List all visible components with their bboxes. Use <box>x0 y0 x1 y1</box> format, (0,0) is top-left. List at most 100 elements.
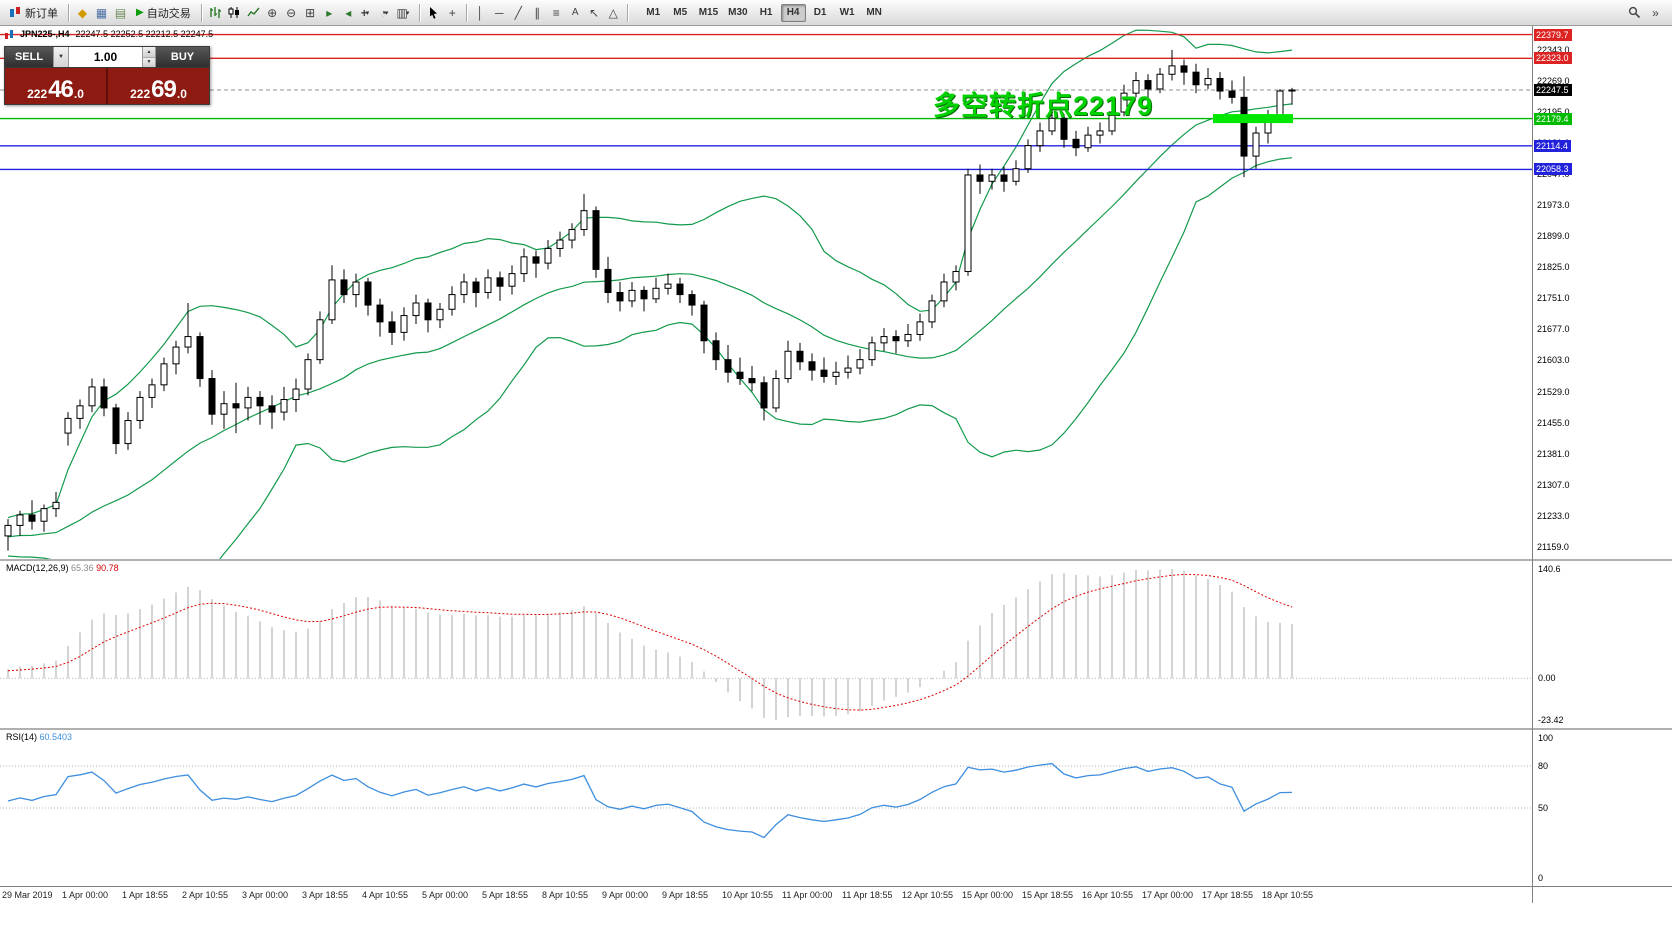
autotrading-button[interactable]: ▶ 自动交易 <box>130 3 197 23</box>
time-axis-label: 17 Apr 18:55 <box>1202 890 1254 900</box>
sell-button[interactable]: SELL <box>5 47 53 67</box>
bar-chart-icon[interactable] <box>206 3 225 23</box>
rsi-axis-label: 100 <box>1538 733 1554 743</box>
separator <box>68 3 69 22</box>
time-axis-label: 15 Apr 00:00 <box>962 890 1014 900</box>
timeframe-m5[interactable]: M5 <box>673 7 688 18</box>
price-axis[interactable]: 22343.022269.022195.022121.022047.021973… <box>1533 26 1672 559</box>
time-axis-label: 1 Apr 18:55 <box>122 890 169 900</box>
timeframe-h4[interactable]: H4 <box>780 3 806 22</box>
macd-axis-max: 140.6 <box>1538 564 1561 574</box>
navigator-icon[interactable]: ▤ <box>114 5 127 20</box>
highlight-bar <box>1213 114 1293 124</box>
price-axis-label: 22269.0 <box>1537 75 1570 86</box>
macd-canvas[interactable] <box>0 561 1532 728</box>
ohlc-values: 22247.5 22252.5 22212.5 22247.5 <box>75 29 214 39</box>
time-axis-label: 3 Apr 00:00 <box>242 890 289 900</box>
time-axis-label: 18 Apr 10:55 <box>1262 890 1314 900</box>
arrow-tool-icon[interactable]: ↖ <box>589 5 600 20</box>
volume-input[interactable] <box>69 47 143 67</box>
price-axis-label: 21307.0 <box>1537 479 1570 490</box>
rsi-panel[interactable]: RSI(14) 60.5403 100 80 50 0 <box>0 728 1672 886</box>
chevron-down-icon: ▾ <box>384 9 389 17</box>
fibonacci-icon[interactable]: ≡ <box>552 5 560 20</box>
new-order-icon <box>10 7 20 17</box>
trendline-icon[interactable]: ╱ <box>514 5 522 20</box>
rsi-line <box>7 762 1293 839</box>
buy-button[interactable]: BUY <box>156 47 209 67</box>
candles <box>4 49 1296 551</box>
line-chart-icon[interactable] <box>244 3 263 23</box>
zoom-in-icon[interactable]: ⊕ <box>267 5 278 20</box>
tile-windows-icon[interactable]: ⊞ <box>305 5 316 20</box>
sell-price[interactable]: 222 46.0 <box>27 76 84 103</box>
time-axis-label: 9 Apr 00:00 <box>602 890 649 900</box>
timeframe-m1[interactable]: M1 <box>646 7 661 18</box>
macd-axis-min: -23.42 <box>1538 715 1564 725</box>
time-axis-label: 9 Apr 18:55 <box>662 890 709 900</box>
autotrading-label: 自动交易 <box>146 7 191 20</box>
text-tool-icon[interactable]: A <box>571 7 579 18</box>
time-axis[interactable]: 29 Mar 2019 1 Apr 00:00 1 Apr 18:55 2 Apr 1… <box>0 886 1672 903</box>
channel-icon[interactable]: ∥ <box>534 5 541 20</box>
chart-shift-icon[interactable]: ◂ <box>345 5 352 20</box>
main-chart-canvas[interactable] <box>0 26 1532 559</box>
main-chart-window[interactable]: JPN225-,H4 22247.5 22252.5 22212.5 22247… <box>0 26 1672 559</box>
crosshair-icon[interactable]: + <box>448 5 456 20</box>
play-icon: ▶ <box>136 7 144 18</box>
cursor-icon[interactable] <box>424 3 443 23</box>
data-window-icon[interactable]: ▦ <box>95 5 108 20</box>
price-axis-label: 21677.0 <box>1537 324 1570 335</box>
templates-button[interactable]: ▥ ▾ <box>396 3 415 23</box>
rsi-level-lines <box>0 765 1532 809</box>
price-axis-label: 21899.0 <box>1537 231 1570 242</box>
chevron-down-icon: ▼ <box>58 54 64 60</box>
horizontal-line-icon[interactable]: ─ <box>494 5 504 20</box>
search-icon[interactable] <box>1625 3 1644 23</box>
price-axis-label: 21455.0 <box>1537 417 1570 428</box>
separator <box>418 3 420 22</box>
rsi-canvas[interactable] <box>0 730 1532 886</box>
time-axis-label: 1 Apr 00:00 <box>62 890 109 900</box>
auto-scroll-icon[interactable]: ▸ <box>326 5 333 20</box>
price-divider <box>106 68 108 104</box>
price-axis-label: 21381.0 <box>1537 448 1570 459</box>
timeframe-w1[interactable]: W1 <box>839 7 855 18</box>
market-watch-icon[interactable]: ◆ <box>77 5 88 20</box>
vertical-line-icon[interactable]: │ <box>476 5 484 20</box>
price-axis-label: 21825.0 <box>1537 262 1570 273</box>
price-axis-tag: 22058.3 <box>1534 163 1572 176</box>
timeframe-m30[interactable]: M30 <box>728 7 748 18</box>
timeframe-group: M1 M5 M15 M30 H1 H4 D1 W1 MN <box>640 3 888 22</box>
symbol-period-label: JPN225-,H4 <box>20 29 70 39</box>
price-axis-tag: 22379.7 <box>1534 28 1572 41</box>
timeframe-d1[interactable]: D1 <box>813 7 827 18</box>
indicators-button[interactable]: + ▾ <box>358 3 377 23</box>
chart-window-icon <box>5 29 13 39</box>
macd-label: MACD(12,26,9) 65.36 90.78 <box>6 563 119 573</box>
price-axis-tag: 22114.4 <box>1534 139 1571 152</box>
timeframe-m15[interactable]: M15 <box>698 7 719 18</box>
periods-button[interactable]: ◔ ▾ <box>377 3 396 23</box>
volume-increase-button[interactable]: ▲ <box>143 47 155 58</box>
candlestick-chart-icon[interactable] <box>225 3 244 23</box>
time-axis-label: 4 Apr 10:55 <box>362 890 409 900</box>
macd-axis-zero: 0.00 <box>1538 673 1556 684</box>
time-axis-label: 5 Apr 18:55 <box>482 890 529 900</box>
macd-panel[interactable]: MACD(12,26,9) 65.36 90.78 140.6 0.00 -23.4… <box>0 559 1672 728</box>
timeframe-mn[interactable]: MN <box>866 7 882 18</box>
chevron-down-icon: ▾ <box>405 9 410 17</box>
zoom-out-icon[interactable]: ⊖ <box>286 5 297 20</box>
price-axis-label: 21159.0 <box>1537 541 1569 552</box>
trade-options-dropdown[interactable]: ▼ <box>53 47 69 67</box>
shapes-icon[interactable]: △ <box>608 5 618 20</box>
buy-price[interactable]: 222 69.0 <box>130 76 187 103</box>
new-order-button[interactable]: 新订单 <box>3 3 64 23</box>
price-axis-label: 21973.0 <box>1537 200 1570 211</box>
volume-decrease-button[interactable]: ▼ <box>143 57 155 67</box>
macd-signal-line <box>7 573 1293 711</box>
timeframe-h1[interactable]: H1 <box>759 7 773 18</box>
toolbar-overflow-icon[interactable]: » <box>1652 5 1659 20</box>
